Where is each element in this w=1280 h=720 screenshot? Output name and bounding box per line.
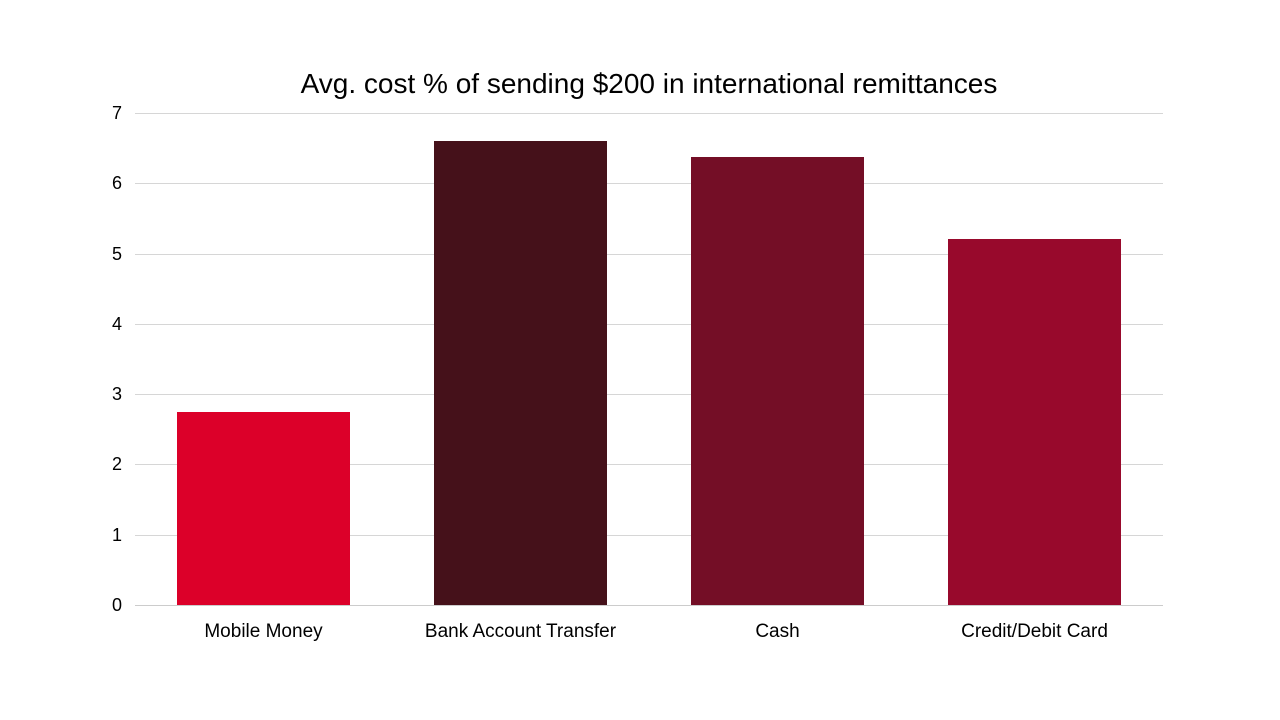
bar-bank-account-transfer — [434, 141, 607, 605]
gridline-1 — [135, 535, 1163, 536]
y-tick-label-4: 4 — [111, 314, 122, 334]
plot-area — [135, 113, 1163, 606]
y-tick-label-2: 2 — [111, 454, 122, 474]
x-category-label-credit-debit-card: Credit/Debit Card — [961, 621, 1108, 642]
bar-credit-debit-card — [948, 239, 1121, 605]
gridline-2 — [135, 464, 1163, 465]
x-category-label-bank-account-transfer: Bank Account Transfer — [424, 621, 617, 642]
y-tick-label-1: 1 — [111, 525, 122, 545]
y-tick-label-5: 5 — [111, 244, 122, 264]
y-tick-label-0: 0 — [111, 595, 122, 615]
gridline-3 — [135, 394, 1163, 395]
y-tick-label-3: 3 — [111, 384, 122, 404]
gridline-0 — [135, 605, 1163, 606]
y-tick-label-6: 6 — [111, 173, 122, 193]
gridline-5 — [135, 254, 1163, 255]
bar-mobile-money — [177, 412, 350, 605]
gridline-4 — [135, 324, 1163, 325]
x-category-label-mobile-money: Mobile Money — [204, 621, 323, 642]
gridline-7 — [135, 113, 1163, 114]
x-category-label-cash: Cash — [755, 621, 800, 642]
y-tick-label-7: 7 — [111, 103, 122, 123]
gridline-6 — [135, 183, 1163, 184]
bar-cash — [691, 157, 864, 605]
chart-title: Avg. cost % of sending $200 in internati… — [300, 68, 998, 99]
